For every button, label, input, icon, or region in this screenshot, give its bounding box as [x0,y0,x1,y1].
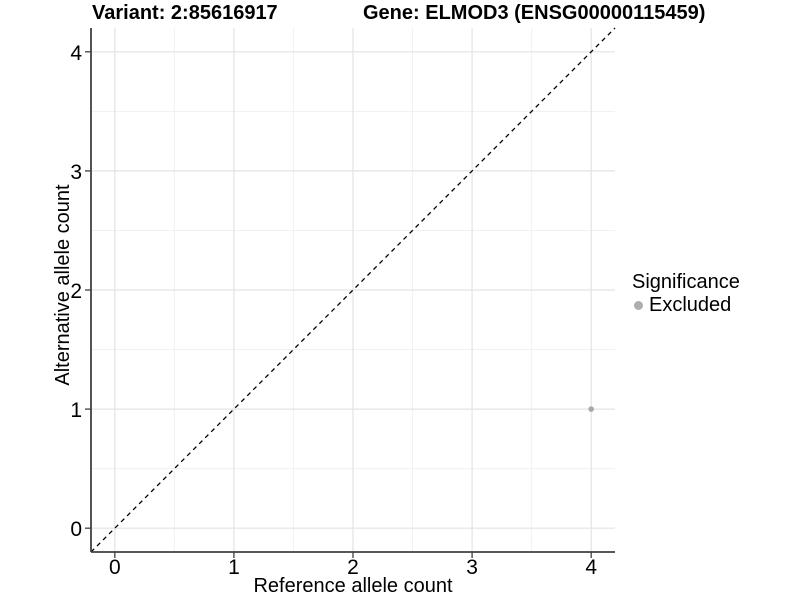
y-tick-label: 2 [70,280,82,303]
legend-entry: Excluded [632,295,740,316]
x-tick-label: 0 [109,556,121,579]
y-tick-label: 0 [70,518,82,541]
legend-key-dot-icon [634,301,643,310]
y-tick-label: 3 [70,161,82,184]
y-tick-label: 1 [70,399,82,422]
x-tick-label: 1 [228,556,240,579]
legend-title: Significance [632,271,740,293]
legend-entry-label: Excluded [649,294,732,316]
x-tick-label: 2 [347,556,359,579]
y-axis-label: Alternative allele count [52,184,74,386]
data-point [588,406,594,412]
legend: Significance Excluded [632,272,740,316]
legend-entries: Excluded [632,295,740,316]
plot-title-gene: Gene: ELMOD3 (ENSG00000115459) [363,2,706,24]
x-tick-label: 3 [466,556,478,579]
x-tick-label: 4 [585,556,597,579]
x-axis-label: Reference allele count [253,575,453,597]
y-tick-label: 4 [70,42,82,65]
plot-title-variant: Variant: 2:85616917 [92,2,278,24]
